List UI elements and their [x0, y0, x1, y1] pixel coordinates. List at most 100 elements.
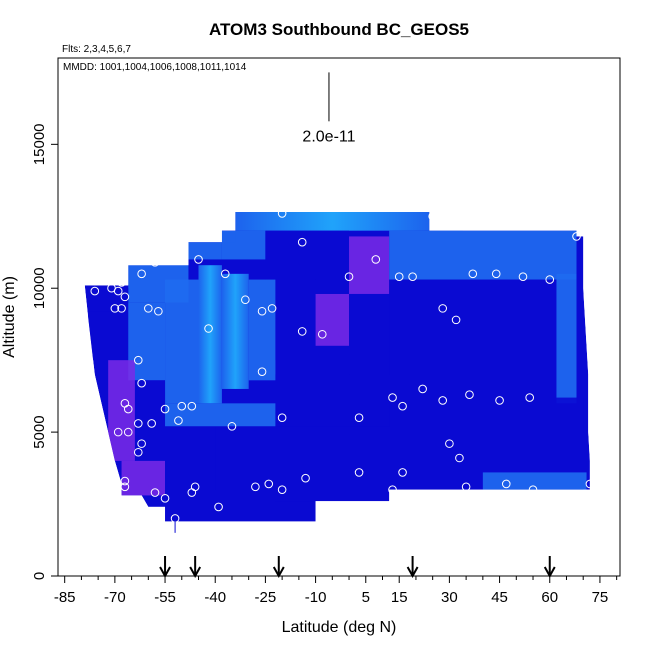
observation-marker — [461, 482, 471, 492]
heatmap-cell — [349, 236, 390, 294]
observation-marker — [150, 258, 160, 267]
x-tick-label: 15 — [391, 589, 408, 606]
heatmap-cell — [188, 242, 222, 260]
observation-marker — [194, 255, 203, 264]
observation-marker — [117, 304, 126, 313]
observation-marker — [160, 494, 170, 503]
observation-marker — [277, 485, 287, 494]
observation-marker — [204, 324, 213, 333]
observation-marker — [257, 306, 267, 316]
observation-marker — [528, 485, 538, 494]
observation-marker — [418, 384, 427, 394]
observation-marker — [187, 401, 197, 411]
heatmap-cell — [265, 230, 350, 280]
heatmap-cell — [275, 374, 390, 427]
heatmap-cell — [235, 211, 430, 231]
x-tick-label: -85 — [54, 589, 76, 606]
observation-marker — [495, 396, 504, 405]
observation-marker — [137, 269, 146, 279]
observation-marker — [264, 479, 274, 489]
observation-marker — [137, 439, 146, 448]
observation-marker — [445, 439, 454, 448]
observation-marker — [154, 306, 163, 316]
observation-marker — [518, 272, 528, 282]
y-tick-label: 5000 — [31, 415, 48, 448]
observation-marker — [113, 427, 123, 437]
observation-marker — [113, 286, 123, 296]
observation-marker — [428, 211, 437, 221]
observation-marker — [585, 479, 595, 489]
heatmap-cell — [429, 216, 463, 231]
heatmap-cell — [221, 273, 249, 389]
heatmap-cell — [88, 288, 129, 312]
observation-marker — [334, 502, 344, 512]
latitude-arrow — [272, 556, 285, 579]
heatmap-cell — [198, 265, 222, 404]
heatmap-cell — [108, 360, 135, 461]
observation-marker — [438, 396, 448, 405]
x-tick-label: 75 — [592, 589, 609, 606]
observation-marker — [354, 413, 364, 423]
observation-marker — [455, 453, 464, 463]
observation-marker — [120, 476, 130, 486]
observation-marker — [408, 272, 417, 282]
mmdd-label: MMDD: 1001,1004,1006,1008,1011,1014 — [63, 62, 247, 73]
x-tick-label: -40 — [204, 589, 226, 606]
observation-marker — [277, 413, 287, 423]
observation-marker — [90, 286, 100, 296]
observation-marker — [371, 255, 381, 264]
observation-marker — [110, 304, 120, 313]
observation-marker — [398, 401, 407, 411]
y-axis-label: Altitude (m) — [1, 276, 18, 358]
observation-marker — [257, 367, 267, 376]
x-tick-label: 45 — [491, 589, 508, 606]
observation-marker — [267, 304, 277, 313]
x-axis: -85 -70 -55 -40 -25 -10 5 15 30 45 60 75 — [54, 576, 618, 606]
observation-marker — [354, 468, 364, 477]
latitude-arrow — [159, 556, 171, 579]
observation-marker — [123, 404, 133, 414]
observation-marker — [241, 295, 250, 305]
observation-marker — [133, 447, 143, 457]
latitude-arrow — [406, 556, 419, 579]
heatmap-cell — [215, 426, 276, 490]
observation-marker — [317, 329, 327, 339]
x-tick-label: 30 — [441, 589, 458, 606]
observation-marker — [123, 427, 133, 437]
observation-marker — [174, 416, 183, 425]
observation-marker — [277, 209, 287, 218]
latitude-arrow — [543, 556, 556, 579]
x-tick-label: -25 — [255, 589, 277, 606]
observation-marker — [227, 422, 237, 431]
observation-marker — [545, 275, 555, 284]
flights-label: Flts: 2,3,4,5,6,7 — [62, 44, 131, 55]
observation-marker — [251, 482, 260, 492]
observation-marker — [344, 272, 354, 282]
scale-indicator: 2.0e-11 — [302, 72, 356, 145]
observation-marker — [297, 327, 307, 336]
x-axis-label: Latitude (deg N) — [282, 619, 397, 636]
heatmap-cell — [275, 426, 390, 502]
heatmap-cell — [165, 501, 316, 522]
observation-marker — [465, 390, 474, 400]
observation-marker — [301, 473, 310, 483]
latitude-arrows — [159, 556, 556, 579]
heatmap-cell — [165, 279, 199, 404]
observation-marker — [525, 393, 534, 402]
observation-marker — [388, 485, 397, 494]
heatmap-cell — [315, 293, 350, 346]
y-tick-label: 15000 — [31, 123, 48, 165]
heatmap-cell — [389, 230, 577, 280]
observation-marker — [70, 286, 80, 296]
x-tick-label: -55 — [154, 589, 176, 606]
observation-marker — [468, 269, 478, 279]
heatmap-cell — [482, 472, 587, 490]
observation-marker — [120, 482, 130, 492]
observation-marker — [133, 355, 143, 365]
observation-marker — [438, 304, 448, 313]
y-axis: 0 5000 10000 15000 — [31, 123, 58, 580]
observation-marker — [147, 419, 156, 428]
heatmap-cell — [349, 293, 390, 375]
chart-title: ATOM3 Southbound BC_GEOS5 — [209, 20, 469, 39]
